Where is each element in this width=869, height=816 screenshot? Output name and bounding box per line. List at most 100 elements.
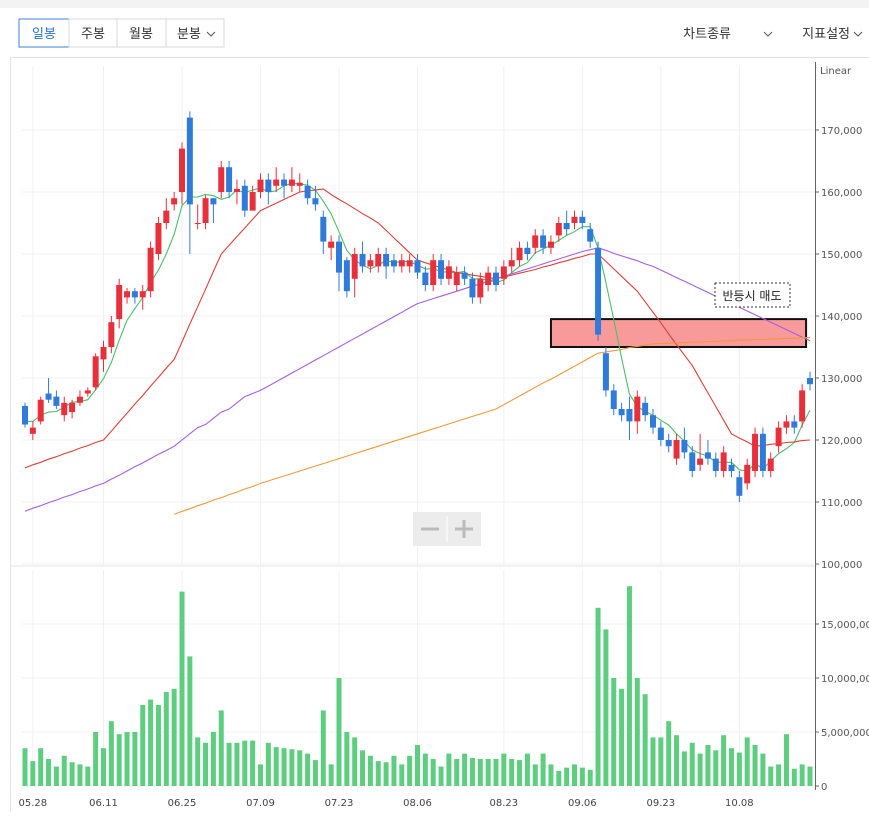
volume-bar [242,741,247,786]
volume-bar [376,761,381,786]
y-tick-label: 140,000 [821,312,862,323]
candle-body [791,421,797,427]
volume-bar [77,764,82,786]
candle-body [226,167,232,192]
volume-bar [627,586,632,786]
candle-body [752,434,758,471]
candle-body [532,235,538,247]
moving-average-line [174,338,810,515]
candle-body [203,198,209,223]
candle-body [634,397,640,422]
candle-body [320,217,326,242]
candle-body [195,223,201,224]
volume-bar [203,743,208,786]
candle-body [579,217,585,223]
x-tick-label: 06.25 [168,798,197,809]
candle-body [799,390,805,421]
volume-bar [407,756,412,786]
volume-bar [431,759,436,786]
candle-body [53,397,59,406]
candle-body [108,322,114,347]
candle-body [689,452,695,471]
candle-body [626,409,632,421]
candle-body [697,459,703,465]
candle-body [572,217,578,223]
volume-bar [195,737,200,786]
tab[interactable]: 주봉 [81,27,105,42]
y-tick-label: 110,000 [821,498,862,509]
volume-bar [305,754,310,786]
volume-bar [494,759,499,786]
y-tick-label: 0 [821,782,827,793]
price-panel: Linear100,000110,000120,000130,000140,00… [22,66,862,571]
candle-body [666,440,672,446]
volume-bar [227,743,232,786]
candle-body [736,477,742,496]
volume-bar [572,764,577,786]
volume-bar [125,732,130,786]
volume-bar [101,748,106,786]
candle-body [305,186,311,198]
volume-bar [470,758,475,786]
chart-frame [11,58,869,813]
menu[interactable]: 차트종류 [683,27,731,42]
candle-body [501,266,507,278]
x-tick-label: 08.23 [490,798,519,809]
volume-bar [541,754,546,786]
candle-body [485,273,491,285]
candle-body [768,459,774,471]
candle-body [587,229,593,241]
volume-panel: 05,000,00010,000,00015,000,00005.2806.11… [19,570,869,809]
candle-body [171,198,177,204]
volume-bar [313,760,318,786]
candle-body [469,279,475,298]
volume-bar [321,710,326,786]
volume-bar [800,764,805,786]
volume-bar [784,734,789,786]
menu[interactable]: 지표설정 [802,27,850,42]
volume-bar [337,678,342,786]
x-tick-label: 09.23 [647,798,676,809]
candle-body [140,291,146,297]
candle-body [681,440,687,452]
candle-body [258,180,264,192]
volume-bar [23,748,28,786]
volume-bar [486,759,491,786]
volume-bar [46,759,51,786]
x-tick-label: 06.11 [89,798,118,809]
zoom-control [413,512,481,546]
volume-bar [93,732,98,786]
volume-bar [132,732,137,786]
volume-bar [658,737,663,786]
candle-body [148,248,154,291]
volume-bar [384,762,389,786]
volume-bar [164,692,169,786]
volume-bar [211,732,216,786]
candle-body [540,235,546,247]
candle-body [658,428,664,440]
candle-body [93,356,99,387]
volume-bar [462,754,467,786]
candle-body [713,459,719,471]
volume-bar [651,737,656,786]
candle-body [383,254,389,266]
volume-bar [117,734,122,786]
volume-bar [721,735,726,786]
volume-bar [501,754,506,786]
candle-body [281,180,287,186]
candle-body [524,248,530,254]
volume-bar [643,694,648,786]
y-tick-label: 170,000 [821,126,862,137]
volume-bar [698,754,703,786]
volume-bar [187,656,192,786]
tab[interactable]: 일봉 [32,27,56,42]
volume-bar [70,762,75,786]
toolbar: 일봉 주봉 월봉 분봉 차트종류 지표설정 [19,19,862,47]
volume-bar [446,754,451,786]
tab[interactable]: 분봉 [177,27,201,42]
candle-body [69,403,75,412]
tab[interactable]: 월봉 [129,27,153,42]
volume-bar [329,764,334,786]
dropdown-icon [764,32,772,36]
candle-body [116,285,122,319]
